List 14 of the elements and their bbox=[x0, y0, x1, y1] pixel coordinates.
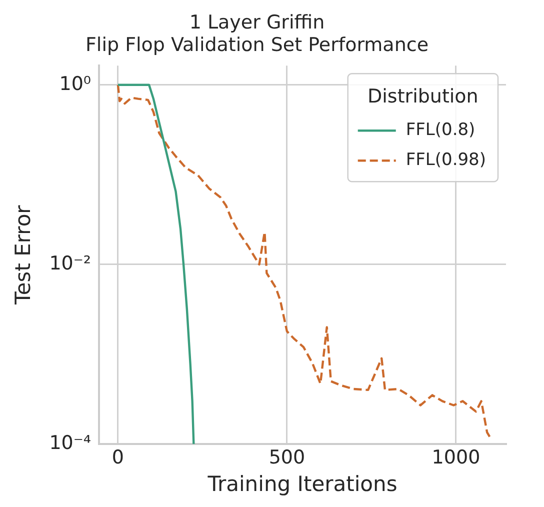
chart-subtitle: Flip Flop Validation Set Performance bbox=[85, 34, 429, 56]
y-tick-label: 10⁻⁴ bbox=[49, 432, 92, 454]
x-tick-label: 1000 bbox=[432, 446, 480, 468]
y-tick-label: 10⁰ bbox=[59, 72, 92, 95]
y-axis-title: Test Error bbox=[11, 204, 36, 306]
legend-title: Distribution bbox=[368, 86, 478, 108]
x-tick-label: 0 bbox=[112, 446, 124, 468]
legend-label: FFL(0.8) bbox=[406, 120, 476, 140]
chart-title: 1 Layer Griffin bbox=[189, 11, 325, 34]
x-tick-label: 500 bbox=[268, 446, 306, 468]
x-axis-title: Training Iterations bbox=[206, 472, 398, 496]
y-tick-label: 10⁻² bbox=[49, 252, 92, 274]
legend-label: FFL(0.98) bbox=[406, 150, 486, 170]
line-series bbox=[116, 84, 491, 438]
